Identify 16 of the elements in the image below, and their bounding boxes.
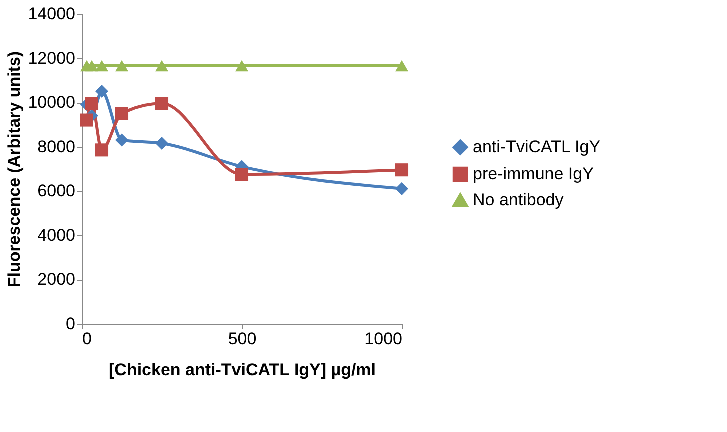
- y-tick-label: 6000: [38, 182, 76, 201]
- y-tick-label: 4000: [38, 226, 76, 245]
- y-tick-label: 0: [66, 314, 76, 334]
- x-tick-label: 0: [82, 330, 92, 348]
- y-tick-label: 2000: [38, 270, 76, 290]
- y-tick-label: 14000: [28, 4, 76, 24]
- x-axis-title: [Chicken anti-TviCATL IgY] µg/ml: [108, 360, 376, 380]
- x-tick-label: 1000: [364, 330, 402, 348]
- y-tick-label: 12000: [28, 48, 76, 68]
- y-axis-title: Fluorescence (Arbitary units): [5, 51, 24, 288]
- legend-label: No antibody: [473, 190, 564, 210]
- legend-label: pre-immune IgY: [473, 164, 594, 184]
- x-tick-label: 500: [228, 330, 257, 348]
- legend-label: anti-TviCATL IgY: [473, 138, 601, 156]
- y-tick-label: 8000: [38, 137, 76, 156]
- y-tick-label: 10000: [28, 93, 76, 112]
